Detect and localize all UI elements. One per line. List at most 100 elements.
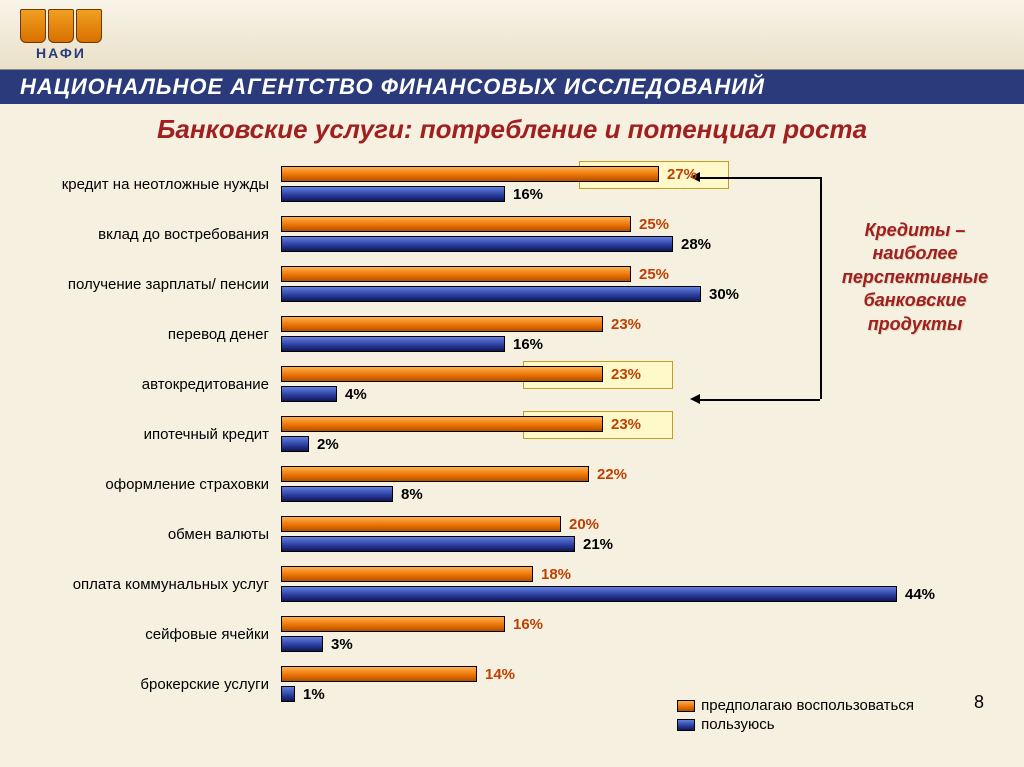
bar-use (281, 586, 897, 602)
category-label: брокерские услуги (20, 676, 275, 693)
bar-value-use: 8% (401, 486, 423, 503)
bar-intend (281, 216, 631, 232)
bar-wrap: 27% (281, 165, 1004, 183)
logo: НАФИ (20, 9, 102, 61)
bar-wrap: 20% (281, 515, 1004, 533)
bar-intend (281, 666, 477, 682)
category-label: перевод денег (20, 326, 275, 343)
category-label: получение зарплаты/ пенсии (20, 276, 275, 293)
bar-value-intend: 27% (667, 166, 697, 183)
bars-group: 23% 4% (281, 359, 1004, 409)
bar-wrap: 8% (281, 485, 1004, 503)
legend-item: предполагаю воспользоваться (677, 697, 914, 714)
bar-value-intend: 23% (611, 366, 641, 383)
bar-value-use: 30% (709, 286, 739, 303)
legend-label: пользуюсь (701, 716, 774, 733)
logo-icon (20, 9, 102, 43)
chart-row: оформление страховки 22% 8% (20, 459, 1004, 509)
chart-row: кредит на неотложные нужды 27% 16% (20, 159, 1004, 209)
bar-wrap: 16% (281, 335, 1004, 353)
chart-row: обмен валюты20%21% (20, 509, 1004, 559)
arrow-head-icon (690, 394, 700, 404)
bar-value-intend: 23% (611, 316, 641, 333)
bar-wrap: 16% (281, 615, 1004, 633)
bar-intend (281, 516, 561, 532)
legend-swatch-blue (677, 719, 695, 731)
bar-use (281, 236, 673, 252)
logo-text: НАФИ (36, 45, 86, 61)
bar-value-intend: 14% (485, 666, 515, 683)
bar-value-use: 21% (583, 536, 613, 553)
legend: предполагаю воспользоваться пользуюсь (677, 697, 914, 735)
bar-intend (281, 416, 603, 432)
callout-text: Кредиты – наиболее перспективные банковс… (830, 219, 1000, 336)
header: НАФИ (0, 0, 1024, 70)
bar-value-intend: 16% (513, 616, 543, 633)
bar-wrap: 22% (281, 465, 1004, 483)
org-subtitle: НАЦИОНАЛЬНОЕ АГЕНТСТВО ФИНАНСОВЫХ ИССЛЕД… (0, 70, 1024, 104)
category-label: оформление страховки (20, 476, 275, 493)
connector-line (700, 399, 820, 401)
bar-use (281, 186, 505, 202)
bar-value-use: 1% (303, 686, 325, 703)
connector-line (700, 177, 820, 179)
category-label: вклад до востребования (20, 226, 275, 243)
legend-label: предполагаю воспользоваться (701, 697, 914, 714)
bar-value-intend: 25% (639, 216, 669, 233)
bar-use (281, 536, 575, 552)
chart-row: оплата коммунальных услуг 18% 44% (20, 559, 1004, 609)
connector-line (820, 177, 822, 399)
bar-use (281, 686, 295, 702)
category-label: оплата коммунальных услуг (20, 576, 275, 593)
bars-group: 27% 16% (281, 159, 1004, 209)
legend-swatch-orange (677, 700, 695, 712)
legend-item: пользуюсь (677, 716, 914, 733)
bar-value-use: 44% (905, 586, 935, 603)
chart: кредит на неотложные нужды 27% 16% вклад до… (0, 159, 1024, 739)
bar-use (281, 336, 505, 352)
bar-use (281, 286, 701, 302)
bar-value-intend: 22% (597, 466, 627, 483)
page-title: Банковские услуги: потребление и потенци… (0, 114, 1024, 145)
bars-group: 23% 2% (281, 409, 1004, 459)
bar-value-use: 2% (317, 436, 339, 453)
bar-wrap: 44% (281, 585, 1004, 603)
bar-intend (281, 266, 631, 282)
category-label: кредит на неотложные нужды (20, 176, 275, 193)
bar-use (281, 636, 323, 652)
bar-intend (281, 616, 505, 632)
bars-group: 22% 8% (281, 459, 1004, 509)
bar-intend (281, 166, 659, 182)
chart-row: автокредитование 23% 4% (20, 359, 1004, 409)
category-label: ипотечный кредит (20, 426, 275, 443)
bar-use (281, 486, 393, 502)
chart-row: ипотечный кредит 23% 2% (20, 409, 1004, 459)
bar-value-intend: 18% (541, 566, 571, 583)
bar-intend (281, 466, 589, 482)
category-label: обмен валюты (20, 526, 275, 543)
bar-use (281, 436, 309, 452)
bar-value-use: 4% (345, 386, 367, 403)
bar-value-use: 28% (681, 236, 711, 253)
bar-value-intend: 23% (611, 416, 641, 433)
bar-wrap: 3% (281, 635, 1004, 653)
page-number: 8 (974, 692, 984, 713)
bar-wrap: 14% (281, 665, 1004, 683)
bar-value-use: 16% (513, 336, 543, 353)
bar-use (281, 386, 337, 402)
bars-group: 18% 44% (281, 559, 1004, 609)
bar-value-use: 3% (331, 636, 353, 653)
bar-intend (281, 366, 603, 382)
bar-value-use: 16% (513, 186, 543, 203)
bar-value-intend: 20% (569, 516, 599, 533)
bars-group: 20%21% (281, 509, 1004, 559)
bar-wrap: 18% (281, 565, 1004, 583)
bar-wrap: 21% (281, 535, 1004, 553)
bar-intend (281, 566, 533, 582)
chart-row: сейфовые ячейки 16% 3% (20, 609, 1004, 659)
bars-group: 16% 3% (281, 609, 1004, 659)
category-label: сейфовые ячейки (20, 626, 275, 643)
category-label: автокредитование (20, 376, 275, 393)
bar-intend (281, 316, 603, 332)
bar-value-intend: 25% (639, 266, 669, 283)
